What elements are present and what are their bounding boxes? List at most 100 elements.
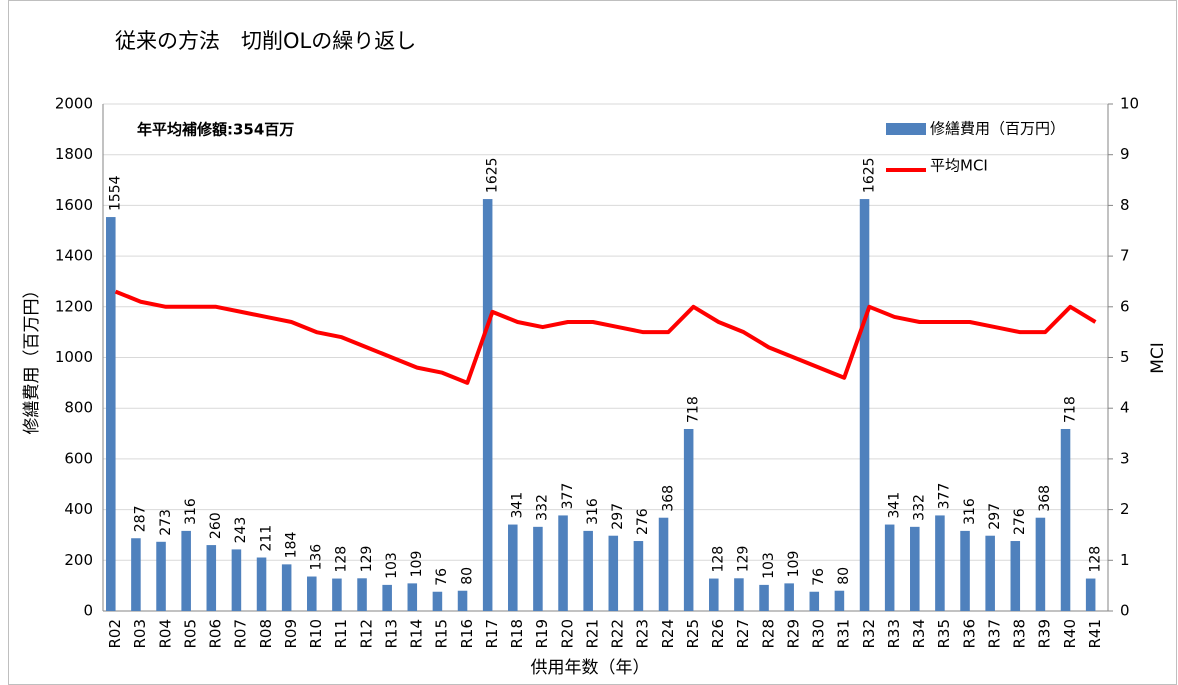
bar [1010, 541, 1021, 611]
y2-tick-label: 0 [1120, 602, 1130, 620]
x-tick-label: R36 [960, 619, 978, 649]
y-tick-label: 0 [83, 602, 93, 620]
bar [281, 564, 292, 611]
data-label: 297 [610, 503, 626, 530]
data-label: 332 [535, 494, 551, 521]
y-tick-label: 1800 [55, 145, 93, 163]
data-label: 80 [836, 567, 852, 585]
legend-label: 修繕費用（百万円） [930, 120, 1065, 138]
x-tick-label: R12 [357, 619, 375, 649]
bar [156, 541, 166, 611]
data-label: 243 [233, 517, 249, 544]
x-tick-label: R07 [232, 619, 250, 649]
legend-swatch [886, 123, 926, 135]
data-label: 368 [1037, 485, 1053, 512]
data-label: 316 [962, 498, 978, 525]
data-label: 109 [409, 551, 425, 578]
annotation: 年平均補修額:354百万 [137, 121, 294, 139]
data-label: 129 [359, 546, 375, 573]
data-label: 136 [309, 544, 325, 571]
x-tick-label: R13 [382, 619, 400, 649]
bar [482, 199, 493, 611]
data-label: 103 [761, 552, 777, 579]
y2-tick-label: 2 [1120, 500, 1130, 518]
data-label: 377 [560, 483, 576, 510]
y2-tick-label: 5 [1120, 348, 1130, 366]
x-tick-label: R16 [458, 619, 476, 649]
y2-tick-label: 1 [1120, 551, 1130, 569]
x-tick-label: R08 [257, 619, 275, 649]
y2-tick-label: 8 [1120, 196, 1130, 214]
y-tick-label: 600 [64, 449, 93, 467]
y-tick-label: 1200 [55, 297, 93, 315]
x-tick-label: R31 [835, 619, 853, 649]
y-tick-label: 200 [64, 551, 93, 569]
x-tick-label: R25 [684, 619, 702, 649]
data-label: 287 [133, 506, 149, 533]
x-tick-label: R30 [810, 619, 828, 649]
bar [633, 541, 644, 611]
x-tick-label: R41 [1086, 619, 1104, 649]
data-label: 184 [283, 532, 299, 559]
data-label: 260 [208, 512, 224, 539]
data-label: 76 [811, 568, 827, 586]
x-tick-label: R05 [181, 619, 199, 649]
x-tick-label: R14 [408, 619, 426, 649]
y2-tick-label: 3 [1120, 449, 1130, 467]
data-label: 316 [183, 498, 199, 525]
y2-axis-title: MCI [1148, 342, 1168, 374]
bar [382, 584, 392, 611]
x-tick-label: R29 [784, 619, 802, 649]
bar [809, 591, 820, 611]
y-tick-label: 1000 [55, 348, 93, 366]
data-label: 128 [334, 546, 350, 573]
bar [759, 584, 769, 611]
data-label: 128 [711, 546, 727, 573]
x-tick-label: R23 [634, 619, 652, 649]
bar [508, 524, 518, 611]
bar [533, 526, 543, 611]
data-label: 297 [987, 503, 1003, 530]
data-label: 273 [158, 509, 174, 536]
x-tick-label: R02 [106, 619, 124, 649]
x-tick-label: R24 [659, 619, 677, 649]
x-tick-label: R18 [508, 619, 526, 649]
x-tick-label: R34 [910, 619, 928, 649]
x-tick-label: R15 [433, 619, 451, 649]
x-tick-label: R03 [131, 619, 149, 649]
x-tick-label: R37 [985, 619, 1003, 649]
bar [834, 590, 845, 611]
bar [558, 515, 568, 611]
x-tick-label: R32 [860, 619, 878, 649]
data-label: 76 [434, 568, 450, 586]
y-tick-label: 1400 [55, 247, 93, 265]
bar [332, 578, 342, 611]
bar [935, 515, 945, 611]
y2-tick-label: 4 [1120, 399, 1130, 417]
x-tick-label: R20 [558, 619, 576, 649]
bar [457, 590, 468, 611]
bar [960, 530, 970, 611]
data-label: 276 [635, 508, 651, 535]
legend-label: 平均MCI [930, 157, 988, 175]
bar [884, 524, 895, 611]
y-axis-title: 修繕費用（百万円） [22, 282, 42, 435]
data-label: 276 [1012, 508, 1028, 535]
data-label: 341 [886, 492, 902, 519]
data-label: 718 [1062, 396, 1078, 423]
bar [1085, 578, 1096, 611]
y2-tick-label: 10 [1120, 95, 1139, 113]
bar [608, 535, 619, 611]
data-label: 341 [510, 492, 526, 519]
bar [985, 535, 995, 611]
x-tick-label: R11 [332, 619, 350, 649]
bar [583, 530, 593, 611]
bar [307, 576, 317, 611]
bar [683, 428, 694, 611]
x-tick-label: R06 [207, 619, 225, 649]
x-tick-label: R26 [709, 619, 727, 649]
x-tick-label: R40 [1061, 619, 1079, 649]
bar [432, 591, 443, 611]
data-label: 1625 [484, 157, 500, 193]
